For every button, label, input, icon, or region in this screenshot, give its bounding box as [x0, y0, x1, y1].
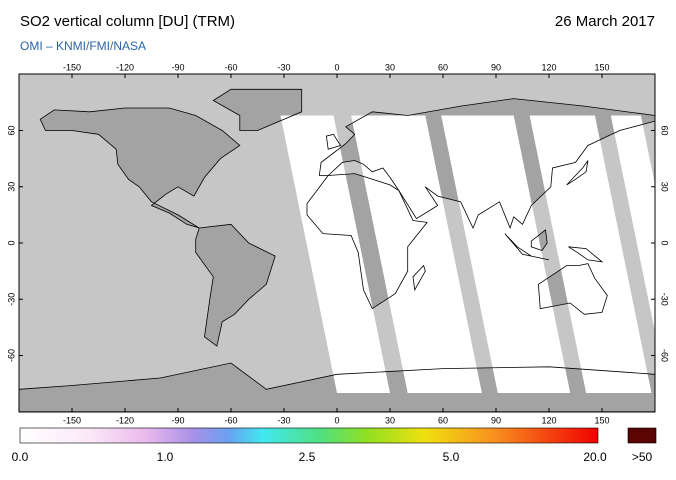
satellite-swath	[280, 115, 390, 393]
lon-tick-label-bottom: 90	[491, 415, 501, 425]
lon-tick-label-top: 150	[594, 62, 609, 72]
lat-tick-label-left: 30	[6, 182, 16, 192]
subtitle: OMI – KNMI/FMI/NASA	[20, 39, 146, 53]
lat-tick-label-right: 60	[660, 125, 670, 135]
lon-tick-label-top: -60	[224, 62, 237, 72]
lon-tick-label-top: 30	[385, 62, 395, 72]
coastline	[566, 160, 589, 186]
lon-tick-label-bottom: -150	[63, 415, 81, 425]
lon-tick-label-top: 120	[541, 62, 556, 72]
colorbar-label: 20.0	[583, 450, 607, 464]
colorbar-over-label: >50	[632, 450, 653, 464]
land	[213, 89, 302, 131]
lat-tick-label-left: 60	[6, 125, 16, 135]
coastline	[568, 246, 604, 263]
lat-tick-label-left: -60	[6, 349, 16, 362]
satellite-swath	[529, 115, 652, 393]
coastline	[306, 173, 428, 310]
coastline	[212, 88, 303, 131]
land	[195, 224, 276, 347]
title: SO2 vertical column [DU] (TRM)	[20, 13, 235, 30]
lat-tick-label-right: -60	[660, 349, 670, 362]
lon-tick-label-bottom: -60	[224, 415, 237, 425]
satellite-swath	[441, 115, 571, 393]
coastline	[325, 133, 342, 150]
satellite-swath	[610, 115, 655, 333]
coastline	[195, 223, 276, 347]
lat-tick-label-right: 30	[660, 182, 670, 192]
coastline	[530, 229, 548, 251]
lon-tick-label-bottom: 30	[385, 415, 395, 425]
lon-tick-label-bottom: 60	[438, 415, 448, 425]
colorbar-label: 5.0	[443, 450, 460, 464]
lat-tick-label-right: -30	[660, 293, 670, 306]
lon-tick-label-bottom: -90	[171, 415, 184, 425]
lat-tick-label-right: 0	[660, 240, 670, 245]
colorbar-label: 0.0	[12, 450, 29, 464]
coastline	[537, 263, 608, 315]
coastline	[39, 107, 241, 229]
coastline	[318, 98, 655, 230]
colorbar	[19, 427, 599, 444]
satellite-swath	[351, 115, 482, 393]
lat-tick-label-left: 0	[6, 240, 16, 245]
lat-tick-label-left: -30	[6, 293, 16, 306]
lon-tick-label-bottom: -120	[116, 415, 134, 425]
lon-tick-label-top: -120	[116, 62, 134, 72]
lon-tick-label-top: 60	[438, 62, 448, 72]
map	[19, 74, 655, 412]
date: 26 March 2017	[555, 13, 655, 30]
lon-tick-label-top: 90	[491, 62, 501, 72]
lon-tick-label-top: 0	[334, 62, 339, 72]
lon-tick-label-top: -90	[171, 62, 184, 72]
coastline	[412, 264, 426, 292]
lon-tick-label-bottom: -30	[277, 415, 290, 425]
lon-tick-label-top: -150	[63, 62, 81, 72]
lon-tick-label-bottom: 150	[594, 415, 609, 425]
colorbar-over	[627, 427, 657, 444]
lon-tick-label-bottom: 0	[334, 415, 339, 425]
land	[40, 108, 240, 228]
coastline	[504, 233, 550, 261]
lon-tick-label-bottom: 120	[541, 415, 556, 425]
colorbar-label: 1.0	[157, 450, 174, 464]
colorbar-label: 2.5	[299, 450, 316, 464]
lon-tick-label-top: -30	[277, 62, 290, 72]
